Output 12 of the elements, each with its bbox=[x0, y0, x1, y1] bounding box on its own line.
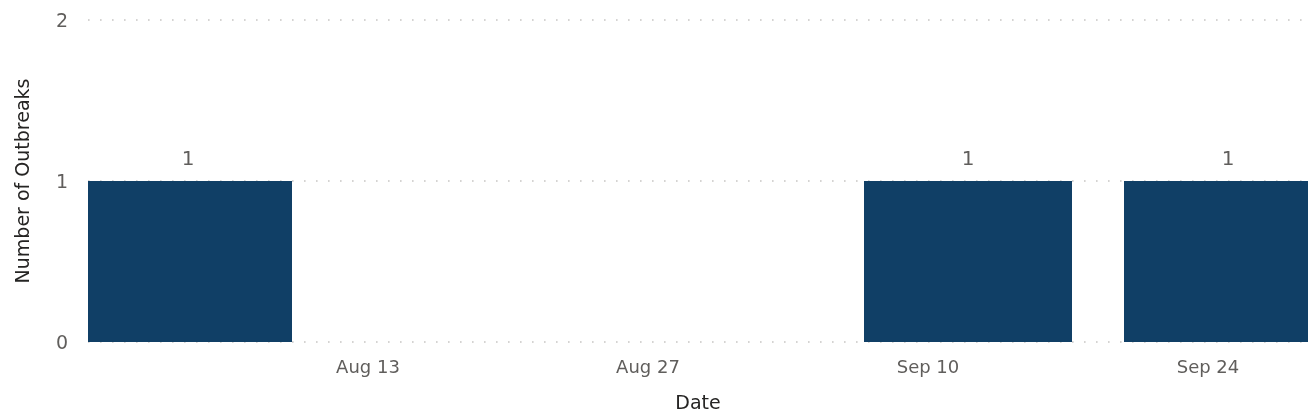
data-label: 1 bbox=[961, 146, 975, 170]
x-tick-label: Aug 27 bbox=[616, 356, 680, 377]
x-tick-label: Aug 13 bbox=[336, 356, 400, 377]
y-tick-label: 1 bbox=[55, 170, 68, 192]
data-label: 1 bbox=[1221, 146, 1235, 170]
y-tick-label: 0 bbox=[55, 331, 68, 353]
data-label: 1 bbox=[181, 146, 195, 170]
y-tick-label: 2 bbox=[55, 9, 68, 31]
x-tick-label: Sep 10 bbox=[896, 356, 960, 377]
y-axis-title: Number of Outbreaks bbox=[11, 78, 33, 284]
x-tick-label: Sep 24 bbox=[1176, 356, 1240, 377]
x-axis-title: Date bbox=[675, 391, 721, 413]
